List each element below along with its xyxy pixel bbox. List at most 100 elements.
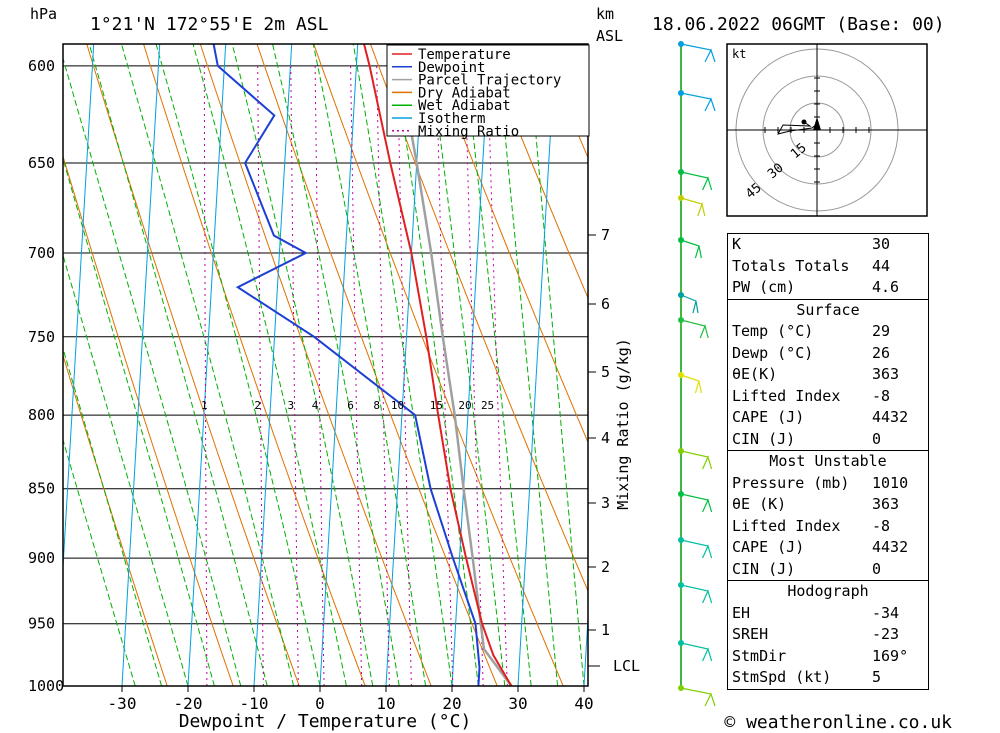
wet-adiabat-line — [155, 44, 321, 686]
legend-item-label: Wet Adiabat — [418, 98, 511, 114]
temperature-tick-labels: -30 -20 -10 0 10 20 30 40 — [108, 686, 594, 713]
surface-row: Temp (°C) 29 — [728, 321, 928, 343]
wind-barb — [680, 642, 713, 662]
wind-barb — [680, 294, 699, 314]
most-unstable-row: Lifted Index -8 — [728, 516, 928, 538]
wet-adiabat-line — [231, 44, 374, 686]
surface-value: 363 — [872, 365, 900, 383]
most-unstable-row: Pressure (mb) 1010 — [728, 473, 928, 495]
dry-adiabat-line — [426, 44, 588, 444]
km-tick-2: 2 — [601, 558, 610, 576]
wind-barb — [680, 239, 702, 259]
dry-adiabat-line — [313, 44, 564, 686]
wind-barb — [680, 450, 713, 470]
surface-key: CIN (J) — [732, 429, 796, 448]
wind-barb — [680, 584, 713, 604]
wind-profile — [678, 41, 716, 707]
isotherm-line — [253, 44, 293, 686]
hodograph-index-row: SREH -23 — [728, 624, 928, 646]
mixing-ratio-label-1: 1 — [201, 399, 208, 412]
wet-adiabat-line — [63, 438, 136, 686]
mixing-ratio-label-15: 15 — [430, 399, 443, 412]
surface-row: θE(K) 363 — [728, 364, 928, 386]
hodograph-panel: kt 15 30 45 — [726, 43, 928, 217]
wet-adiabat-line — [192, 44, 347, 686]
hodograph-index-row: StmDir 169° — [728, 646, 928, 668]
surface-row: CIN (J) 0 — [728, 429, 928, 451]
most-unstable-section-title: Most Unstable — [728, 450, 928, 473]
most-unstable-key: Lifted Index — [732, 516, 841, 535]
km-altitude-axis: 7 6 5 4 3 2 1 — [588, 226, 610, 639]
mixing-ratio-lines — [203, 65, 508, 686]
wet-adiabat-line — [462, 44, 532, 686]
surface-value: 4432 — [872, 408, 909, 426]
temperature-tick-10: 10 — [376, 694, 395, 713]
surface-key: CAPE (J) — [732, 408, 805, 426]
most-unstable-row: θE (K) 363 — [728, 494, 928, 516]
surface-value: -8 — [872, 386, 891, 405]
temperature-tick-0: 0 — [315, 694, 325, 713]
datetime-title: 18.06.2022 06GMT (Base: 00) — [652, 14, 945, 35]
km-tick-1: 1 — [601, 621, 610, 639]
hpa-unit-label: hPa — [30, 5, 57, 23]
temperature-tick-40: 40 — [574, 694, 593, 713]
km-tick-3: 3 — [601, 494, 610, 512]
hodograph-index-key: EH — [732, 603, 751, 622]
mixing-ratio-label-3: 3 — [287, 399, 294, 412]
wet-adiabat-line — [63, 157, 215, 686]
legend-item-label: Parcel Trajectory — [418, 73, 561, 89]
wet-adiabat-line — [63, 56, 242, 686]
surface-row: CAPE (J) 4432 — [728, 407, 928, 429]
dry-adiabat-line — [199, 44, 432, 686]
isotherms — [0, 0, 588, 686]
indices-panel: K 30 Totals Totals 44 PW (cm) 4.6 Surface Tem… — [727, 233, 929, 690]
legend-item-label: Isotherm — [418, 111, 485, 127]
hodograph-index-key: StmDir — [732, 646, 787, 665]
wet-adiabat-line — [63, 346, 163, 686]
isotherm-line — [121, 44, 161, 686]
mixing-ratio-label-10: 10 — [391, 399, 404, 412]
most-unstable-key: Pressure (mb) — [732, 473, 850, 492]
mixing-ratio-line — [290, 65, 299, 686]
wet-adiabat-line — [495, 44, 559, 686]
most-unstable-key: θE (K) — [732, 495, 787, 513]
index-value: 44 — [872, 256, 891, 275]
isotherm-line — [385, 44, 425, 686]
wind-barb — [680, 319, 709, 339]
wet-adiabat-line — [63, 253, 189, 686]
hodograph-index-row: StmSpd (kt) 5 — [728, 667, 928, 689]
x-axis-label: Dewpoint / Temperature (°C) — [179, 711, 472, 732]
pressure-label-900: 900 — [28, 549, 55, 567]
hodograph-storm-dot — [801, 119, 807, 125]
dry-adiabats — [63, 44, 588, 686]
wind-barb — [680, 493, 713, 513]
dry-adiabat-line — [143, 44, 366, 686]
wind-barb — [680, 687, 716, 707]
wind-barb — [680, 43, 716, 63]
mixing-ratio-label-20: 20 — [458, 399, 471, 412]
hodograph-unit-label: kt — [732, 47, 746, 61]
index-key: PW (cm) — [732, 278, 796, 296]
isotherm-line — [0, 0, 10, 686]
wet-adiabat-line — [527, 44, 585, 686]
pressure-label-650: 650 — [28, 154, 55, 172]
hodograph-section-title: Hodograph — [728, 580, 928, 603]
dry-adiabat-line — [63, 353, 168, 686]
mixing-ratio-line — [203, 65, 208, 686]
isotherm-line — [517, 44, 557, 686]
hodograph-storm-marker — [813, 117, 821, 130]
wet-adiabat-line — [120, 44, 295, 686]
index-key: K — [732, 235, 742, 253]
isotherm-line — [451, 44, 491, 686]
most-unstable-value: 0 — [872, 559, 882, 578]
most-unstable-value: 4432 — [872, 538, 909, 556]
pressure-label-800: 800 — [28, 406, 55, 424]
wind-barb — [680, 171, 713, 191]
most-unstable-key: CAPE (J) — [732, 538, 805, 556]
temperature-line — [363, 44, 513, 686]
surface-key: Temp (°C) — [732, 322, 814, 340]
pressure-label-700: 700 — [28, 244, 55, 262]
mixing-ratio-line — [397, 65, 412, 686]
lcl-label: LCL — [613, 657, 640, 675]
